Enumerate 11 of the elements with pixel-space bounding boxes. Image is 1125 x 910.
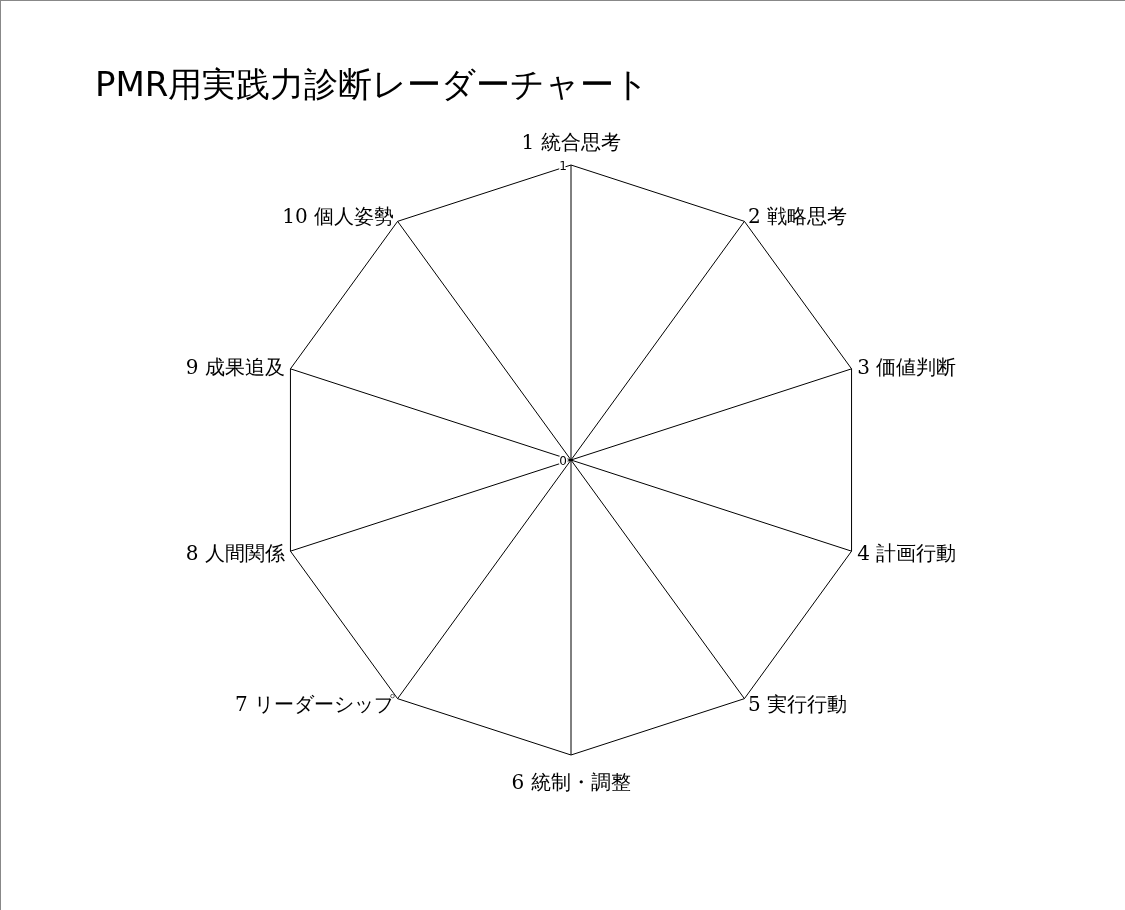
spoke-label: 8 人間関係 [185, 541, 285, 566]
spoke-label: 7 リーダーシップ [234, 691, 396, 716]
spoke-label: 5 実行行動 [747, 691, 848, 716]
spoke-label: 4 計画行動 [857, 541, 957, 566]
spoke-label: 9 成果追及 [185, 354, 285, 379]
spoke-label: 3 価値判断 [857, 354, 957, 379]
spoke-label: 2 戦略思考 [747, 204, 848, 229]
spoke-label: 10 個人姿勢 [282, 204, 395, 229]
spoke-label: 1 統合思考 [521, 130, 621, 154]
spoke-label: 6 統制・調整 [511, 770, 631, 794]
chart-title: PMR用実践力診断レーダーチャート [95, 64, 650, 104]
